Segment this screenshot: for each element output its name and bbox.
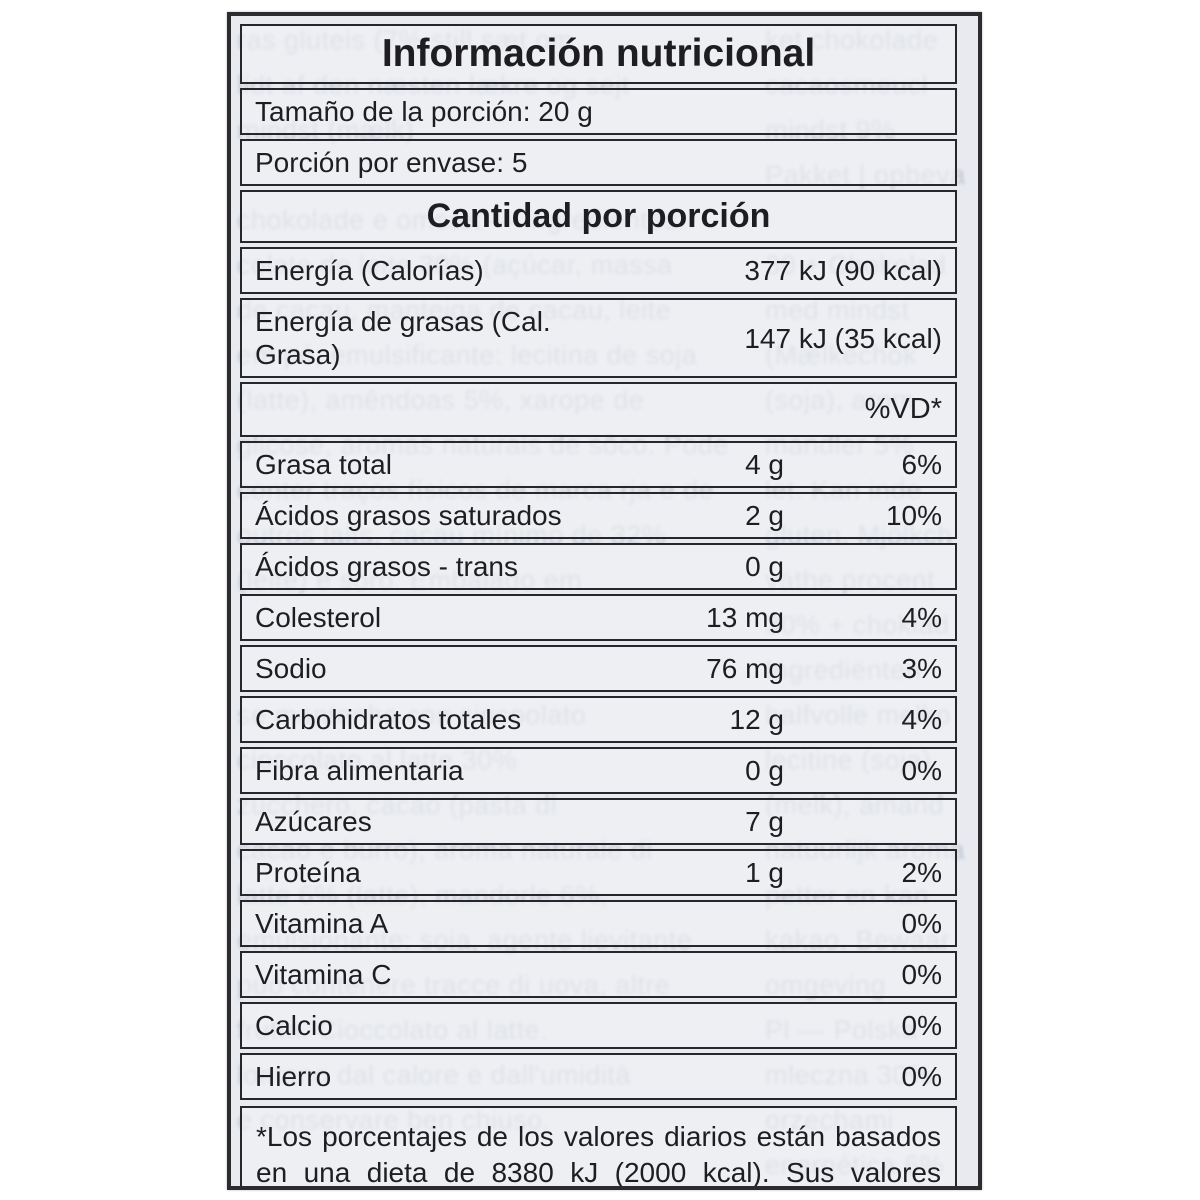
nutrient-name: Proteína — [255, 857, 361, 888]
label-title: Información nutricional — [240, 24, 957, 84]
nutrient-amount: 13 mg — [706, 602, 784, 633]
nutrient-row: Hierro 0% — [240, 1053, 957, 1100]
nutrient-daily-value: 0% — [901, 908, 942, 939]
nutrition-facts-table: Información nutricional Tamaño de la por… — [240, 24, 957, 1186]
nutrient-amount: 4 g — [745, 449, 784, 480]
nutrient-daily-value: 6% — [901, 449, 942, 480]
energy-rows-group: Energía (Calorías) 377 kJ (90 kcal) Energí… — [240, 247, 957, 378]
serving-size-row: Tamaño de la porción: 20 g — [240, 88, 957, 135]
daily-value-header-row: %VD* — [240, 382, 957, 437]
nutrient-row: Ácidos grasos - trans 0 g — [240, 543, 957, 590]
energy-row: Energía de grasas (Cal. Grasa) 147 kJ (35… — [240, 298, 957, 378]
nutrient-amount: 12 g — [729, 704, 785, 735]
nutrient-amount: 2 g — [745, 500, 784, 531]
nutrient-daily-value: 0% — [901, 1061, 942, 1092]
nutrient-daily-value: 0% — [901, 755, 942, 786]
nutrient-name: Calcio — [255, 1010, 333, 1041]
nutrient-name: Vitamina C — [255, 959, 392, 990]
energy-name: Energía de grasas (Cal. Grasa) — [255, 306, 551, 370]
nutrient-row: Vitamina C 0% — [240, 951, 957, 998]
nutrition-label-photo: ras gluteis (7% still sæt omlidt af den … — [227, 12, 982, 1190]
nutrient-rows-group: Grasa total 4 g 6% Ácidos grasos saturados 2… — [240, 441, 957, 1100]
nutrient-daily-value: 3% — [901, 653, 942, 684]
nutrient-row: Carbohidratos totales 12 g 4% — [240, 696, 957, 743]
nutrient-name: Azúcares — [255, 806, 372, 837]
amount-per-serving-header: Cantidad por porción — [240, 190, 957, 243]
nutrient-name: Vitamina A — [255, 908, 389, 939]
nutrient-name: Carbohidratos totales — [255, 704, 522, 735]
daily-value-header: %VD* — [864, 393, 942, 425]
nutrient-row: Sodio 76 mg 3% — [240, 645, 957, 692]
nutrient-amount: 0 g — [745, 551, 784, 582]
nutrient-daily-value: 4% — [901, 704, 942, 735]
nutrient-daily-value: 0% — [901, 959, 942, 990]
nutrient-daily-value: 0% — [901, 1010, 942, 1041]
nutrient-amount: 7 g — [745, 806, 784, 837]
daily-value-footnote: *Los porcentajes de los valores diarios … — [240, 1106, 957, 1186]
nutrient-row: Calcio 0% — [240, 1002, 957, 1049]
energy-value: 377 kJ (90 kcal) — [744, 255, 942, 286]
nutrient-name: Colesterol — [255, 602, 382, 633]
nutrient-row: Fibra alimentaria 0 g 0% — [240, 747, 957, 794]
servings-per-container-row: Porción por envase: 5 — [240, 139, 957, 186]
nutrient-row: Azúcares 7 g — [240, 798, 957, 845]
nutrient-amount: 0 g — [745, 755, 784, 786]
nutrient-name: Ácidos grasos - trans — [255, 551, 518, 582]
nutrient-name: Hierro — [255, 1061, 332, 1092]
nutrient-row: Ácidos grasos saturados 2 g 10% — [240, 492, 957, 539]
nutrient-row: Vitamina A 0% — [240, 900, 957, 947]
nutrient-daily-value: 2% — [901, 857, 942, 888]
energy-value: 147 kJ (35 kcal) — [744, 322, 942, 354]
nutrient-row: Grasa total 4 g 6% — [240, 441, 957, 488]
nutrient-name: Ácidos grasos saturados — [255, 500, 562, 531]
nutrient-amount: 76 mg — [706, 653, 784, 684]
nutrient-name: Fibra alimentaria — [255, 755, 464, 786]
nutrient-daily-value: 10% — [885, 500, 942, 531]
nutrient-row: Proteína 1 g 2% — [240, 849, 957, 896]
nutrient-amount: 1 g — [745, 857, 784, 888]
nutrient-name: Sodio — [255, 653, 327, 684]
energy-name: Energía (Calorías) — [255, 255, 484, 286]
nutrient-name: Grasa total — [255, 449, 392, 480]
nutrient-daily-value: 4% — [901, 602, 942, 633]
energy-row: Energía (Calorías) 377 kJ (90 kcal) — [240, 247, 957, 294]
nutrient-row: Colesterol 13 mg 4% — [240, 594, 957, 641]
